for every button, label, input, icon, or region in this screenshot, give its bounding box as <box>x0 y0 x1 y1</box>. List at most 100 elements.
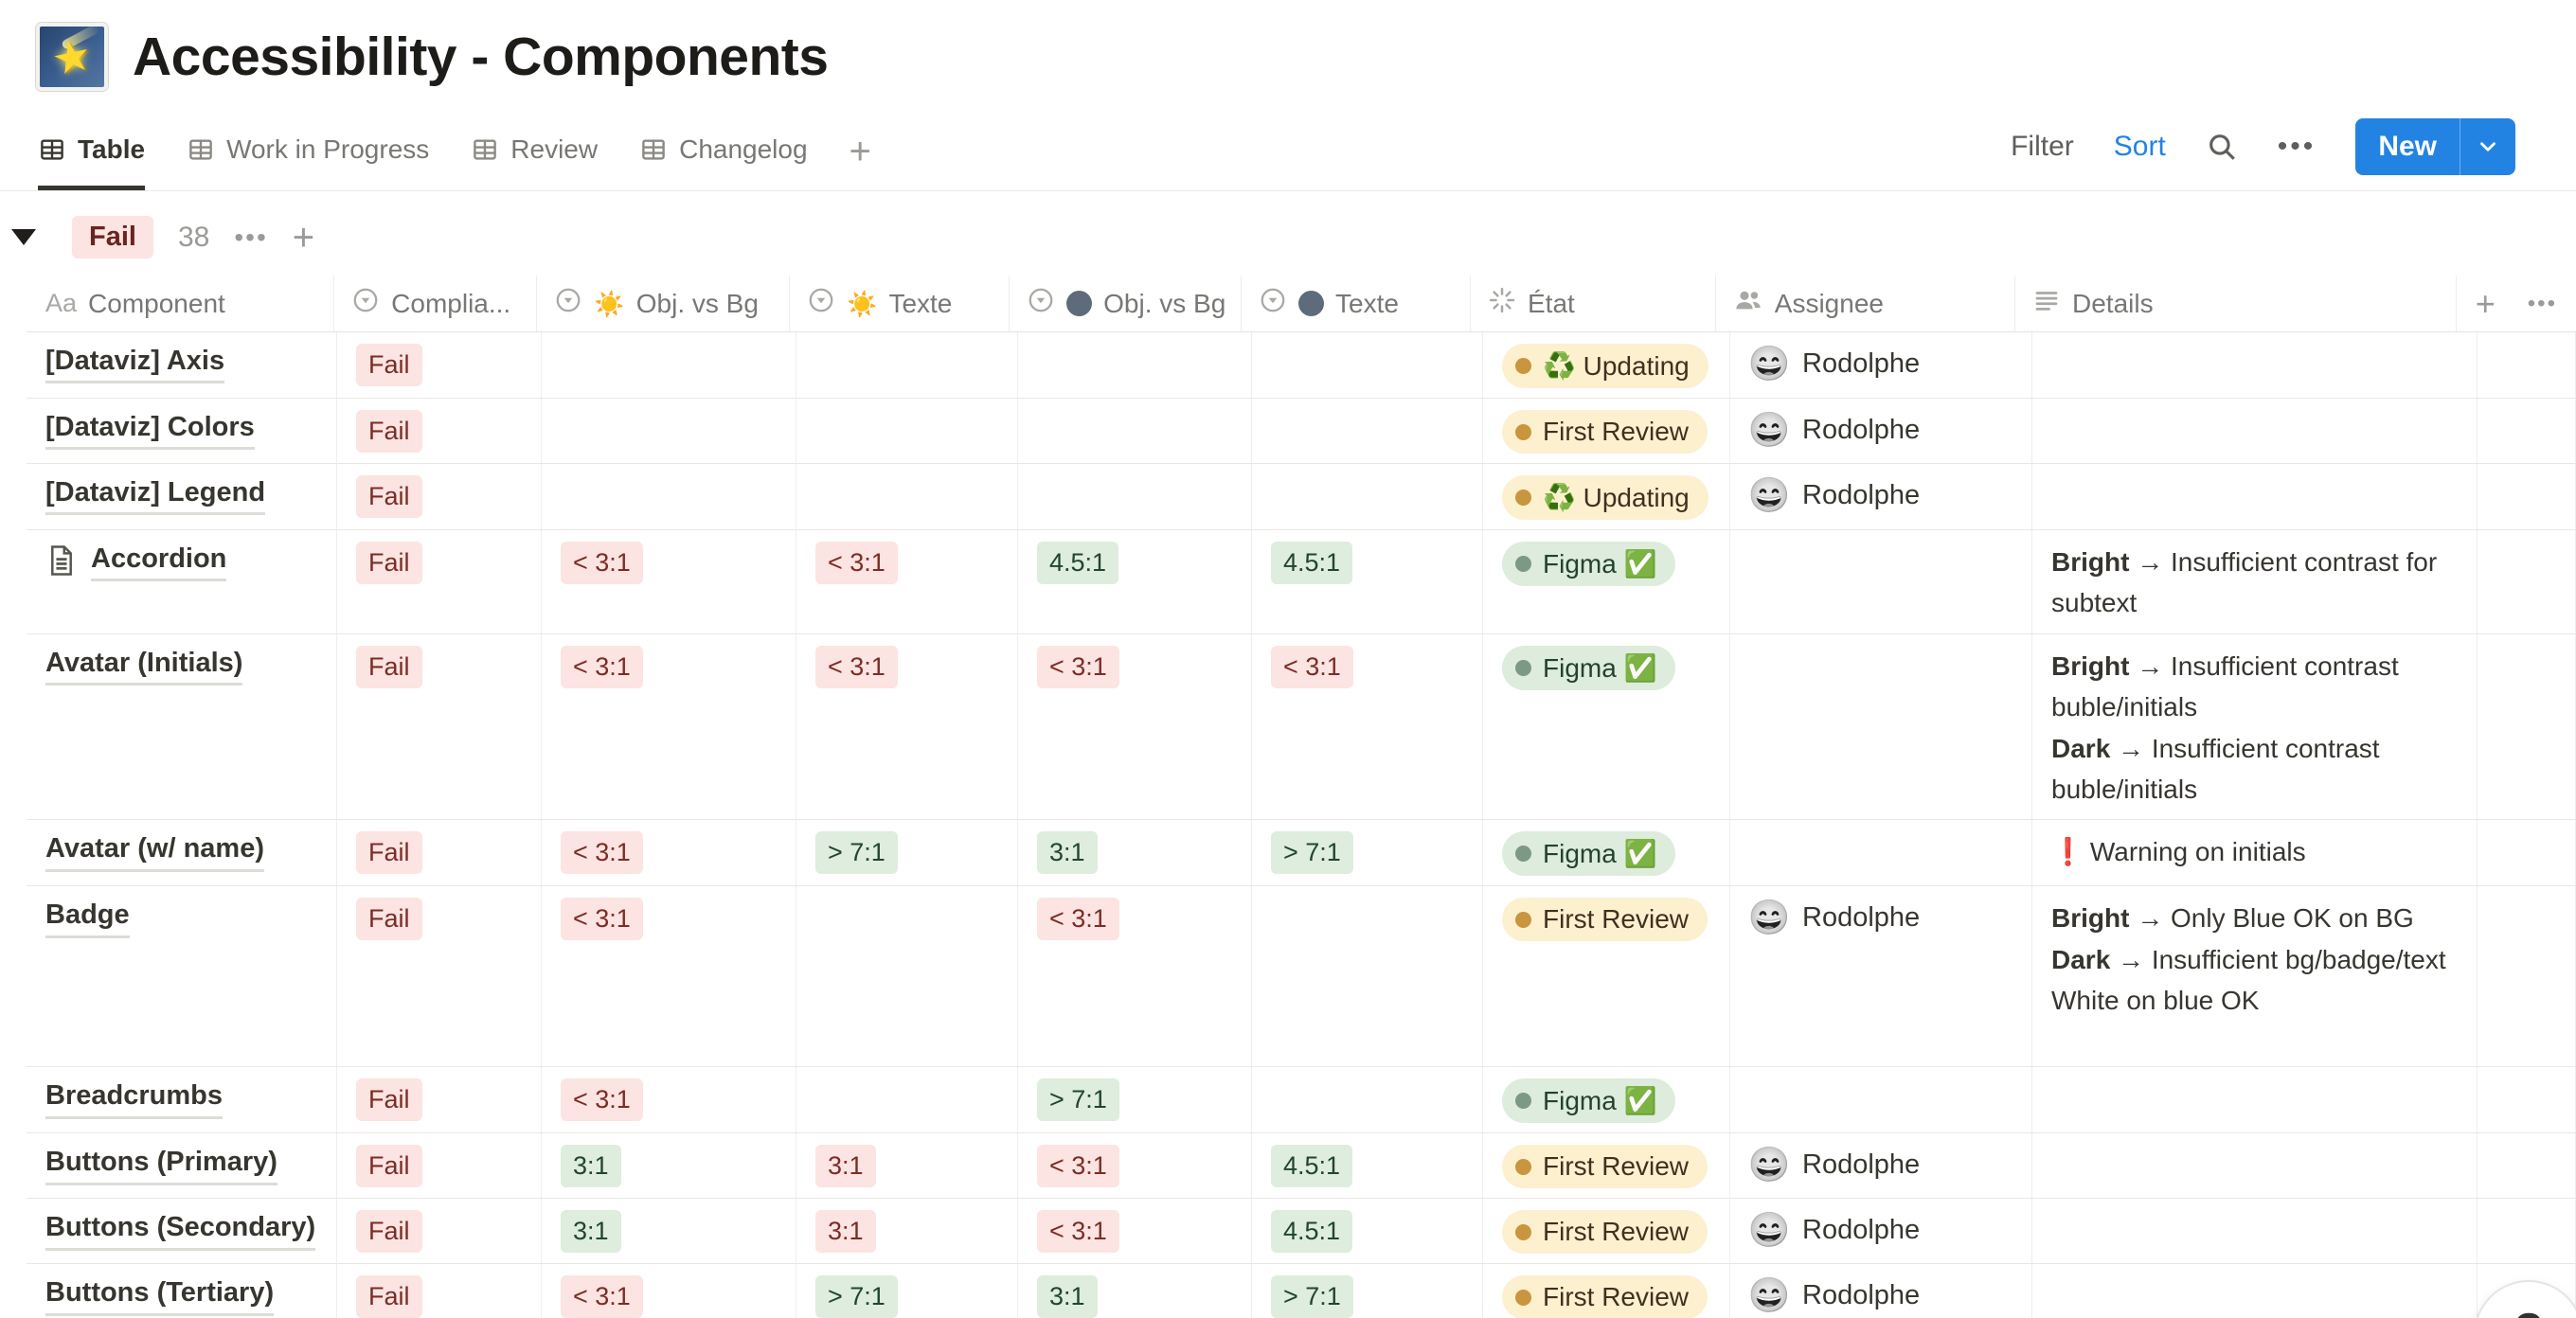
collapse-caret-icon[interactable] <box>11 229 36 245</box>
contrast-cell[interactable]: < 3:1 <box>796 633 1018 820</box>
contrast-cell[interactable]: < 3:1 <box>1018 633 1252 820</box>
contrast-cell[interactable] <box>796 332 1018 398</box>
status-cell[interactable]: Figma ✅ <box>1483 633 1730 820</box>
component-page-link[interactable]: Avatar (w/ name) <box>45 831 264 872</box>
details-cell[interactable] <box>2032 399 2478 463</box>
component-page-link[interactable]: Buttons (Tertiary) <box>45 1275 275 1316</box>
status-cell[interactable]: Figma ✅ <box>1483 1067 1730 1133</box>
contrast-cell[interactable] <box>542 464 796 529</box>
contrast-cell[interactable]: 3:1 <box>796 1199 1018 1264</box>
contrast-cell[interactable] <box>1018 464 1252 529</box>
contrast-cell[interactable]: 3:1 <box>1018 820 1252 886</box>
tab-table[interactable]: Table <box>38 134 146 190</box>
compliance-cell[interactable]: Fail <box>337 1067 542 1133</box>
details-cell[interactable] <box>2032 1264 2478 1318</box>
assignee-cell[interactable] <box>1730 633 2032 820</box>
group-options-icon[interactable]: ••• <box>234 222 268 252</box>
contrast-cell[interactable] <box>1252 332 1483 398</box>
component-cell[interactable]: Breadcrumbs <box>27 1067 337 1133</box>
contrast-cell[interactable]: > 7:1 <box>1018 1067 1252 1133</box>
column-header-texte[interactable]: Texte <box>1242 276 1471 331</box>
contrast-cell[interactable] <box>1252 464 1483 529</box>
contrast-cell[interactable]: 3:1 <box>1018 1264 1252 1318</box>
details-cell[interactable] <box>2032 1067 2478 1133</box>
contrast-cell[interactable]: < 3:1 <box>542 886 796 1067</box>
column-header-état[interactable]: État <box>1471 276 1716 331</box>
page-icon-shooting-star[interactable]: ★ <box>36 23 108 91</box>
compliance-cell[interactable]: Fail <box>337 633 542 820</box>
contrast-cell[interactable]: < 3:1 <box>1252 633 1483 820</box>
status-cell[interactable]: Figma ✅ <box>1483 530 1730 633</box>
add-column-icon[interactable]: + <box>2475 283 2496 323</box>
contrast-cell[interactable]: < 3:1 <box>1018 886 1252 1067</box>
details-cell[interactable]: Bright → Insufficient contrast for subte… <box>2032 530 2478 633</box>
tab-changelog[interactable]: Changelog <box>639 134 808 190</box>
status-cell[interactable]: First Review <box>1483 1199 1730 1264</box>
status-cell[interactable]: ♻️ Updating <box>1483 464 1730 529</box>
compliance-cell[interactable]: Fail <box>337 332 542 398</box>
contrast-cell[interactable] <box>542 332 796 398</box>
add-view-icon[interactable]: + <box>849 131 871 172</box>
details-cell[interactable] <box>2032 1199 2478 1264</box>
status-cell[interactable]: Figma ✅ <box>1483 820 1730 886</box>
contrast-cell[interactable]: 3:1 <box>542 1199 796 1264</box>
table-options-icon[interactable]: ••• <box>2527 290 2557 316</box>
assignee-cell[interactable]: 😄 Rodolphe <box>1730 1264 2032 1318</box>
column-header-assignee[interactable]: Assignee <box>1716 276 2015 331</box>
contrast-cell[interactable]: > 7:1 <box>1252 820 1483 886</box>
contrast-cell[interactable] <box>1252 886 1483 1067</box>
details-cell[interactable]: Bright → Only Blue OK on BG Dark → Insuff… <box>2032 886 2478 1067</box>
column-header-component[interactable]: Aa Component <box>27 276 335 331</box>
component-cell[interactable]: Accordion <box>27 530 337 633</box>
contrast-cell[interactable]: 3:1 <box>796 1133 1018 1199</box>
assignee-cell[interactable] <box>1730 820 2032 886</box>
contrast-cell[interactable]: > 7:1 <box>1252 1264 1483 1318</box>
contrast-cell[interactable]: < 3:1 <box>542 1067 796 1133</box>
contrast-cell[interactable] <box>796 399 1018 463</box>
compliance-cell[interactable]: Fail <box>337 886 542 1067</box>
compliance-cell[interactable]: Fail <box>337 820 542 886</box>
component-page-link[interactable]: Badge <box>45 898 130 938</box>
component-page-link[interactable]: [Dataviz] Colors <box>45 410 255 451</box>
component-page-link[interactable]: Breadcrumbs <box>45 1078 223 1119</box>
contrast-cell[interactable]: 3:1 <box>542 1133 796 1199</box>
contrast-cell[interactable] <box>1252 1067 1483 1133</box>
search-icon[interactable] <box>2206 131 2238 163</box>
details-cell[interactable] <box>2032 1133 2478 1199</box>
component-page-link[interactable]: [Dataviz] Axis <box>45 344 225 384</box>
contrast-cell[interactable]: < 3:1 <box>542 1264 796 1318</box>
tab-work-in-progress[interactable]: Work in Progress <box>187 134 429 190</box>
component-cell[interactable]: Buttons (Secondary) <box>27 1199 337 1264</box>
component-page-link[interactable]: Accordion <box>91 542 227 582</box>
status-cell[interactable]: First Review <box>1483 1133 1730 1199</box>
more-options-icon[interactable]: ••• <box>2277 131 2317 162</box>
details-cell[interactable] <box>2032 464 2478 529</box>
component-cell[interactable]: Buttons (Primary) <box>27 1133 337 1199</box>
assignee-cell[interactable]: 😄 Rodolphe <box>1730 1199 2032 1264</box>
column-header-complia-[interactable]: Complia... <box>334 276 538 331</box>
component-cell[interactable]: Badge <box>27 886 337 1067</box>
contrast-cell[interactable] <box>796 886 1018 1067</box>
contrast-cell[interactable]: 4.5:1 <box>1252 1133 1483 1199</box>
column-header-details[interactable]: Details <box>2015 276 2457 331</box>
compliance-cell[interactable]: Fail <box>337 530 542 633</box>
sort-button[interactable]: Sort <box>2113 131 2166 162</box>
assignee-cell[interactable]: 😄 Rodolphe <box>1730 1133 2032 1199</box>
compliance-cell[interactable]: Fail <box>337 399 542 463</box>
contrast-cell[interactable] <box>542 399 796 463</box>
compliance-cell[interactable]: Fail <box>337 1133 542 1199</box>
details-cell[interactable] <box>2032 332 2478 398</box>
contrast-cell[interactable]: 4.5:1 <box>1018 530 1252 633</box>
assignee-cell[interactable] <box>1730 1067 2032 1133</box>
assignee-cell[interactable]: 😄 Rodolphe <box>1730 332 2032 398</box>
tab-review[interactable]: Review <box>471 134 598 190</box>
contrast-cell[interactable]: > 7:1 <box>796 1264 1018 1318</box>
compliance-cell[interactable]: Fail <box>337 464 542 529</box>
column-header-obj-vs-bg[interactable]: ☀️ Obj. vs Bg <box>537 276 791 331</box>
contrast-cell[interactable]: < 3:1 <box>796 530 1018 633</box>
contrast-cell[interactable]: > 7:1 <box>796 820 1018 886</box>
contrast-cell[interactable]: < 3:1 <box>1018 1199 1252 1264</box>
component-cell[interactable]: Avatar (w/ name) <box>27 820 337 886</box>
assignee-cell[interactable] <box>1730 530 2032 633</box>
contrast-cell[interactable]: < 3:1 <box>542 530 796 633</box>
